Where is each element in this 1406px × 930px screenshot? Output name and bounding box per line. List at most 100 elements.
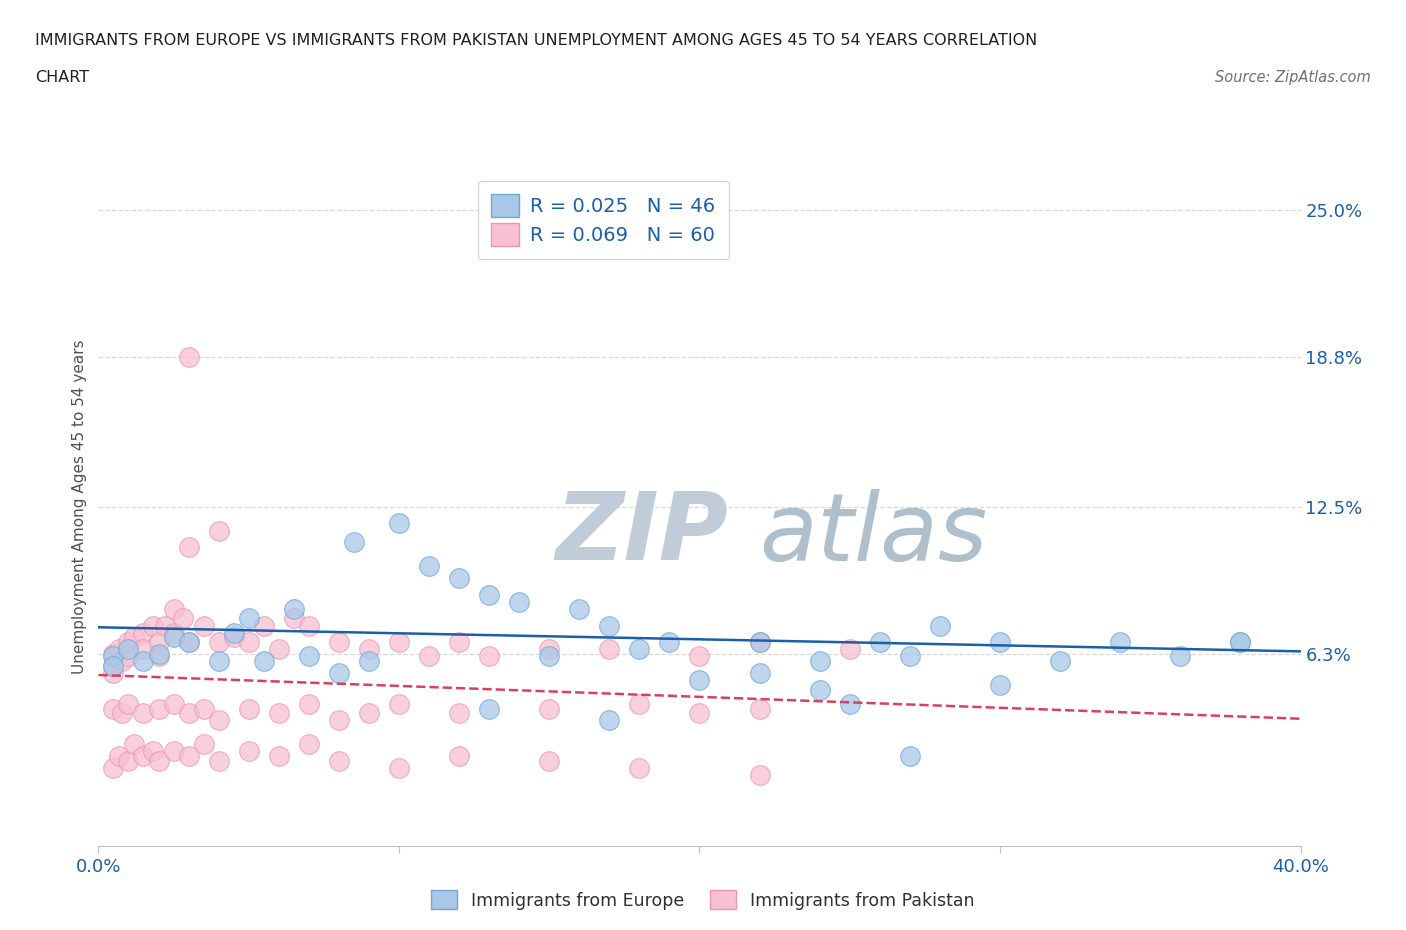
Point — [177, 634, 200, 649]
Text: ZIP: ZIP — [555, 488, 728, 580]
Point — [447, 749, 470, 764]
Point — [117, 634, 139, 649]
Point — [162, 697, 184, 711]
Point — [177, 539, 200, 554]
Point — [628, 697, 651, 711]
Point — [117, 753, 139, 768]
Point — [132, 654, 155, 669]
Point — [1109, 634, 1132, 649]
Point — [673, 238, 696, 253]
Point — [538, 642, 561, 657]
Point — [1170, 649, 1192, 664]
Point — [117, 649, 139, 664]
Point — [869, 634, 891, 649]
Text: IMMIGRANTS FROM EUROPE VS IMMIGRANTS FROM PAKISTAN UNEMPLOYMENT AMONG AGES 45 TO: IMMIGRANTS FROM EUROPE VS IMMIGRANTS FRO… — [35, 33, 1038, 47]
Point — [418, 649, 440, 664]
Point — [172, 611, 194, 626]
Point — [208, 524, 231, 538]
Text: atlas: atlas — [759, 488, 988, 579]
Point — [568, 602, 591, 617]
Point — [808, 683, 831, 698]
Point — [177, 634, 200, 649]
Point — [117, 697, 139, 711]
Point — [148, 753, 170, 768]
Point — [748, 634, 770, 649]
Point — [388, 761, 411, 776]
Point — [689, 706, 711, 721]
Point — [478, 587, 501, 602]
Point — [108, 749, 131, 764]
Point — [689, 672, 711, 687]
Point — [748, 634, 770, 649]
Point — [538, 753, 561, 768]
Point — [153, 618, 176, 633]
Point — [103, 666, 125, 681]
Point — [478, 649, 501, 664]
Point — [222, 630, 245, 644]
Point — [253, 618, 276, 633]
Point — [1229, 634, 1251, 649]
Point — [929, 618, 952, 633]
Point — [162, 744, 184, 759]
Point — [328, 634, 350, 649]
Point — [193, 618, 215, 633]
Point — [357, 642, 380, 657]
Point — [388, 697, 411, 711]
Point — [357, 654, 380, 669]
Point — [388, 634, 411, 649]
Point — [838, 642, 860, 657]
Point — [238, 634, 260, 649]
Point — [447, 571, 470, 586]
Y-axis label: Unemployment Among Ages 45 to 54 years: Unemployment Among Ages 45 to 54 years — [72, 339, 87, 674]
Point — [132, 749, 155, 764]
Point — [267, 706, 290, 721]
Legend: R = 0.025   N = 46, R = 0.069   N = 60: R = 0.025 N = 46, R = 0.069 N = 60 — [478, 180, 728, 259]
Point — [478, 701, 501, 716]
Point — [343, 535, 366, 550]
Point — [132, 642, 155, 657]
Point — [132, 706, 155, 721]
Point — [148, 701, 170, 716]
Point — [148, 646, 170, 661]
Point — [988, 634, 1011, 649]
Point — [298, 697, 321, 711]
Point — [447, 634, 470, 649]
Point — [103, 649, 125, 664]
Point — [298, 618, 321, 633]
Point — [508, 594, 530, 609]
Point — [538, 649, 561, 664]
Point — [598, 713, 620, 728]
Point — [117, 642, 139, 657]
Point — [689, 649, 711, 664]
Point — [177, 749, 200, 764]
Text: Source: ZipAtlas.com: Source: ZipAtlas.com — [1215, 70, 1371, 85]
Point — [298, 649, 321, 664]
Point — [132, 625, 155, 640]
Text: CHART: CHART — [35, 70, 89, 85]
Point — [298, 737, 321, 751]
Point — [898, 749, 921, 764]
Point — [141, 618, 163, 633]
Point — [418, 559, 440, 574]
Point — [267, 749, 290, 764]
Point — [1049, 654, 1071, 669]
Point — [124, 737, 146, 751]
Point — [148, 634, 170, 649]
Point — [357, 706, 380, 721]
Point — [388, 516, 411, 531]
Point — [103, 761, 125, 776]
Point — [598, 642, 620, 657]
Point — [208, 634, 231, 649]
Point — [141, 744, 163, 759]
Point — [177, 706, 200, 721]
Point — [328, 713, 350, 728]
Point — [103, 658, 125, 673]
Point — [1229, 634, 1251, 649]
Point — [283, 602, 305, 617]
Point — [253, 654, 276, 669]
Point — [208, 713, 231, 728]
Point — [538, 701, 561, 716]
Point — [108, 642, 131, 657]
Point — [177, 350, 200, 365]
Point — [162, 625, 184, 640]
